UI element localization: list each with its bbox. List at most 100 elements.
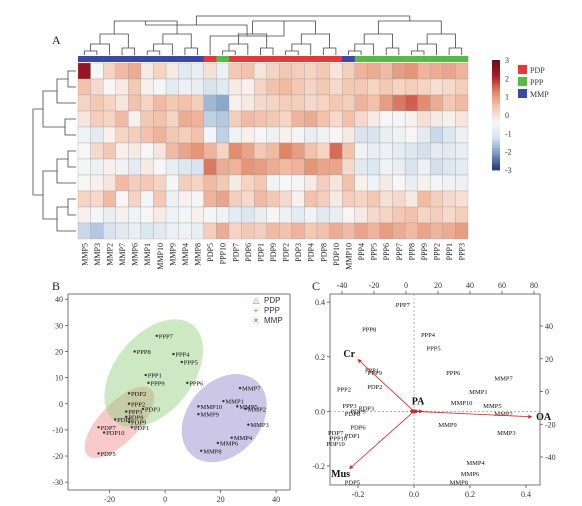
- heatmap-cell: [291, 190, 305, 208]
- heatmap-cell: [404, 126, 418, 144]
- heatmap-cell: [304, 190, 318, 208]
- heatmap-cell: [191, 94, 204, 112]
- heatmap-cell: [216, 158, 230, 176]
- data-point: [238, 386, 242, 390]
- heatmap-cell: [329, 94, 343, 112]
- colorbar-segment: [492, 131, 500, 135]
- column-label: PDP1: [256, 243, 265, 262]
- heatmap-cell: [291, 110, 305, 128]
- heatmap-cell: [115, 206, 129, 224]
- colorbar-segment: [492, 112, 500, 116]
- row-dendrogram-link: [56, 206, 76, 232]
- heatmap-cell: [228, 110, 242, 128]
- heatmap-cell: [392, 78, 406, 96]
- heatmap-cell: [379, 126, 393, 144]
- heatmap-cell: [417, 126, 431, 144]
- colorbar-segment: [492, 115, 500, 119]
- heatmap-cell: [103, 94, 116, 112]
- heatmap-cell: [304, 222, 318, 240]
- colorbar-segment: [492, 60, 500, 64]
- heatmap-cell: [103, 62, 116, 80]
- point-label: MMP3: [497, 430, 515, 437]
- heatmap-cell: [404, 142, 418, 160]
- heatmap-cell: [90, 94, 104, 112]
- heatmap-cell: [228, 158, 242, 176]
- heatmap-cell: [178, 110, 192, 128]
- heatmap-cell: [241, 110, 255, 128]
- data-point: [97, 452, 100, 455]
- group-bar-cell: [291, 56, 305, 62]
- plot-frame: [67, 293, 291, 491]
- legend-label: MMP: [530, 90, 549, 99]
- heatmap-cell: [165, 62, 179, 80]
- heatmap-cell: [455, 94, 469, 112]
- colorbar-segment: [492, 164, 500, 168]
- heatmap-cell: [316, 174, 330, 192]
- heatmap-cell: [228, 78, 242, 96]
- dendrogram-link: [348, 50, 362, 55]
- top-tick-label: 0: [404, 281, 408, 290]
- heatmap-cell: [178, 206, 192, 224]
- x-tick-label: -20: [104, 495, 115, 504]
- heatmap-cell: [392, 142, 406, 160]
- legend-label: PDP: [264, 296, 280, 305]
- heatmap-cell: [90, 222, 104, 240]
- heatmap-cell: [103, 190, 116, 208]
- point-label: MMP1: [225, 399, 243, 406]
- heatmap-cell: [253, 158, 267, 176]
- heatmap-cell: [103, 78, 116, 96]
- point-label: PPP4: [421, 332, 436, 339]
- heatmap-cell: [417, 94, 431, 112]
- heatmap-cell: [367, 126, 381, 144]
- group-bar-cell: [392, 56, 406, 62]
- biplot-panel: -0.2 0.0 0.2 0.4 -40 -20 0 20 40 60 80 0.4 0.2 0.0 -0.…: [312, 281, 555, 499]
- point-label: PDP9: [131, 420, 146, 427]
- heatmap-cell: [430, 158, 443, 176]
- data-point: [102, 431, 106, 434]
- heatmap-cell: [367, 206, 381, 224]
- heatmap-cell: [266, 158, 280, 176]
- heatmap-cell: [279, 94, 293, 112]
- heatmap-cell: [316, 158, 330, 176]
- colorbar-segment: [492, 148, 500, 152]
- column-label: PDP9: [269, 243, 278, 262]
- heatmap-cell: [316, 126, 330, 144]
- heatmap-cell: [291, 174, 305, 192]
- y-tick-label: 0.0: [315, 407, 325, 416]
- point-label: PDP2: [367, 384, 382, 391]
- heatmap-cell: [442, 126, 456, 144]
- heatmap-panel: MMP5 MMP3 MMP2 MMP7 MMP6 MMP1 MMP10 MMP9 MMP4 MMP…: [32, 15, 549, 270]
- colorbar-segment: [492, 76, 500, 80]
- heatmap-cell: [191, 222, 204, 240]
- point-label: PPP9: [368, 370, 382, 377]
- heatmap-cell: [178, 158, 192, 176]
- heatmap-cell: [266, 174, 280, 192]
- point-label: PDP6: [350, 425, 366, 432]
- point-label: PPP7: [159, 333, 174, 340]
- heatmap-cell: [329, 174, 343, 192]
- data-point: [147, 381, 150, 385]
- group-bar-cell: [379, 56, 393, 62]
- heatmap-cell: [228, 190, 242, 208]
- legend-swatch: [518, 89, 527, 98]
- dendrogram-link: [448, 47, 463, 55]
- heatmap-cell: [342, 94, 355, 112]
- heatmap-cell: [329, 222, 343, 240]
- heatmap-cell: [304, 126, 318, 144]
- legend-swatch: [518, 65, 527, 74]
- group-bar-cell: [266, 56, 280, 62]
- data-point: [186, 381, 189, 385]
- heatmap-cell: [90, 126, 104, 144]
- point-label: MMP7: [494, 376, 513, 383]
- heatmap-cell: [304, 78, 318, 96]
- y-tick-label: -10: [52, 426, 63, 435]
- heatmap-cell: [103, 110, 116, 128]
- colorbar-segment: [492, 134, 500, 138]
- heatmap-cell: [241, 206, 255, 224]
- column-label: PPP8: [407, 243, 416, 260]
- colorbar-segment: [492, 139, 500, 143]
- point-label: MMP5: [483, 403, 501, 410]
- heatmap-cell: [165, 126, 179, 144]
- heatmap-cell: [354, 126, 368, 144]
- heatmap-cell: [241, 190, 255, 208]
